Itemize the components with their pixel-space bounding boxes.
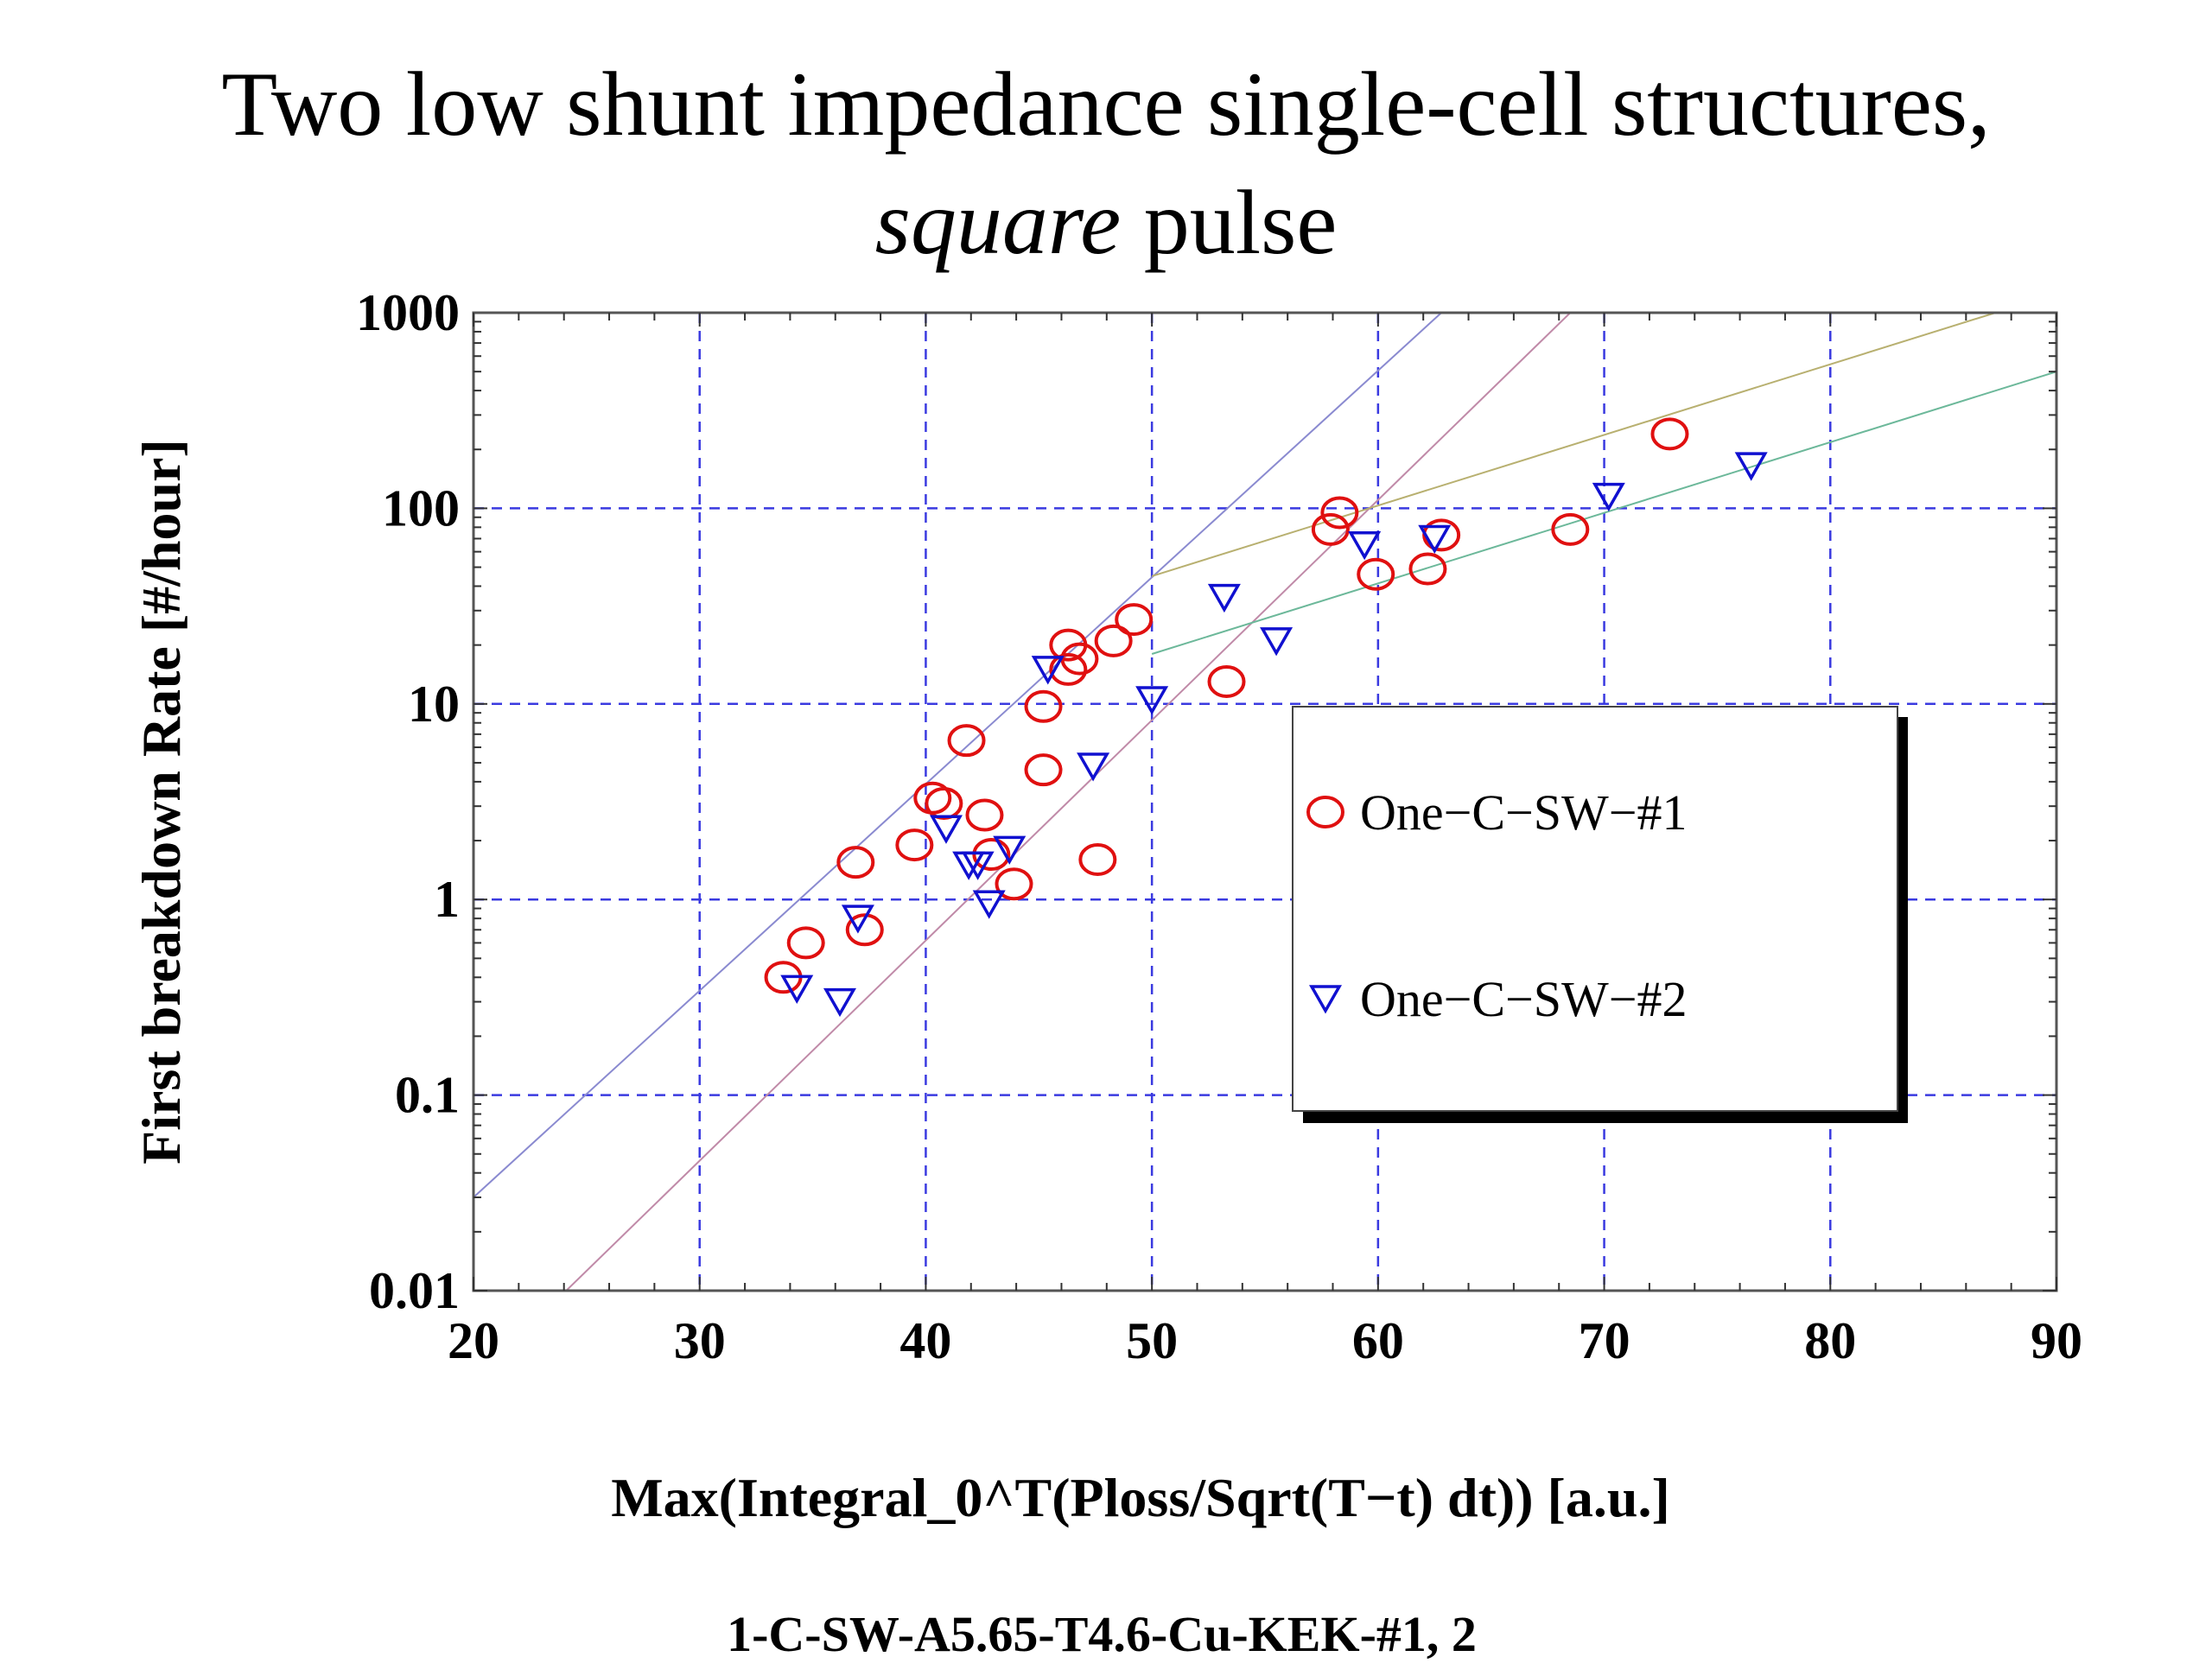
point-series-1-3 [845, 913, 884, 947]
fit-line-2 [565, 313, 1572, 1291]
point-series-2-15 [1592, 482, 1625, 512]
legend-box [1292, 706, 1898, 1112]
point-series-1-10 [995, 867, 1033, 901]
point-series-1-18 [1115, 603, 1154, 637]
x-axis-label: Max(Integral_0^T(Ploss/Sqrt(T−t) dt)) [a… [611, 1467, 1670, 1528]
point-series-2-6 [972, 890, 1006, 919]
y-tick-label-0: 0.01 [369, 1262, 460, 1319]
point-series-1-23 [1408, 552, 1447, 586]
fit-lines [474, 313, 2056, 1291]
point-series-1-20 [1311, 512, 1350, 546]
minor-ticks [473, 313, 2057, 1292]
x-tick-label-2: 40 [899, 1312, 951, 1369]
chart-title-line2: square pulse [0, 177, 2212, 269]
point-series-1-25 [1551, 512, 1590, 546]
legend-label-series-1: One−C−SW−#1 [1360, 784, 1687, 841]
legend-label-series-2: One−C−SW−#2 [1360, 971, 1687, 1027]
point-series-1-21 [1320, 496, 1359, 530]
point-series-1-17 [1094, 624, 1133, 657]
point-series-2-8 [1031, 656, 1065, 685]
legend-circle-marker [1306, 796, 1344, 828]
point-series-2-0 [780, 974, 814, 1004]
point-series-2-2 [841, 904, 874, 934]
point-series-1-14 [1049, 652, 1088, 686]
chart-title-line2-rest: pulse [1121, 172, 1338, 273]
point-series-1-11 [1024, 689, 1063, 723]
fit-line-3 [1151, 313, 1996, 577]
point-series-2-3 [929, 815, 963, 844]
point-series-2-5 [961, 851, 995, 880]
legend-triangle-marker [1308, 985, 1343, 1014]
point-series-2-16 [1734, 452, 1768, 481]
chart-grid [474, 313, 2056, 1291]
point-series-2-1 [823, 987, 856, 1018]
point-series-1-1 [786, 926, 825, 960]
point-series-2-11 [1207, 583, 1241, 613]
y-tick-label-1: 0.1 [395, 1067, 460, 1124]
point-series-2-12 [1260, 627, 1294, 657]
x-tick-label-3: 50 [1126, 1312, 1178, 1369]
point-series-2-7 [993, 835, 1027, 865]
chart-title-line1: Two low shunt impedance single-cell stru… [221, 54, 1991, 155]
fit-line-1 [474, 313, 1442, 1198]
point-series-1-24 [1422, 518, 1461, 552]
fit-line-4 [1151, 371, 2056, 655]
legend-marker-series-2 [1308, 985, 1343, 1014]
x-tick-label-1: 30 [674, 1312, 726, 1369]
point-series-2-14 [1418, 524, 1452, 554]
y-tick-label-2: 1 [434, 871, 460, 928]
x-tick-label-7: 90 [2031, 1312, 2082, 1369]
y-tick-labels: 0.01 0.1 1 10 100 1000 [356, 284, 460, 1319]
chart-title-italic-word: square [874, 172, 1122, 273]
y-tick-label-4: 100 [382, 479, 460, 536]
legend-marker-series-1 [1306, 796, 1344, 828]
y-tick-label-3: 10 [408, 676, 460, 733]
point-series-1-4 [895, 828, 934, 862]
footnote: 1-C-SW-A5.65-T4.6-Cu-KEK-#1, 2 [727, 1606, 1477, 1662]
plot-frame [472, 311, 2058, 1292]
point-series-2-10 [1135, 686, 1169, 715]
x-tick-labels: 20 30 40 50 60 70 80 90 [448, 1312, 2082, 1369]
x-tick-label-6: 80 [1804, 1312, 1856, 1369]
y-tick-label-5: 1000 [356, 284, 460, 341]
point-series-1-6 [925, 786, 963, 820]
point-series-1-22 [1357, 557, 1395, 591]
x-tick-label-0: 20 [448, 1312, 499, 1369]
point-series-1-26 [1650, 417, 1689, 451]
point-series-1-8 [965, 798, 1004, 832]
x-tick-label-5: 70 [1579, 1312, 1630, 1369]
point-series-1-12 [1024, 753, 1063, 787]
y-axis-label: First breakdown Rate [#/hour] [130, 439, 192, 1165]
point-series-1-19 [1207, 665, 1246, 699]
data-points [764, 417, 1768, 1018]
point-series-1-16 [1078, 842, 1117, 876]
point-series-2-13 [1348, 531, 1382, 561]
point-series-2-9 [1077, 752, 1110, 782]
legend: One−C−SW−#1 One−C−SW−#2 [1292, 706, 1908, 1123]
point-series-1-7 [947, 724, 986, 758]
x-tick-label-4: 60 [1352, 1312, 1404, 1369]
point-series-1-2 [836, 846, 875, 879]
